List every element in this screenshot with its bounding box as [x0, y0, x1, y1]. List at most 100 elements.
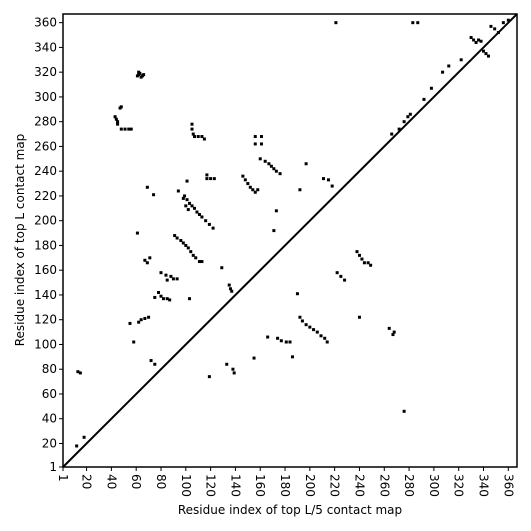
- contact-point: [186, 208, 190, 212]
- contact-point: [192, 135, 196, 139]
- contact-point: [326, 178, 330, 182]
- contact-point: [173, 234, 177, 238]
- y-tick-label: 20: [42, 436, 57, 450]
- contact-point: [181, 196, 185, 200]
- y-tick-label: 300: [34, 90, 57, 104]
- contact-point: [290, 355, 294, 359]
- y-tick-label: 1: [49, 460, 57, 474]
- contact-point: [459, 58, 463, 62]
- contact-point: [241, 174, 245, 178]
- x-tick-label: 180: [278, 474, 292, 497]
- contact-point: [207, 375, 211, 379]
- y-tick-label: 320: [34, 65, 57, 79]
- contact-point: [402, 120, 406, 124]
- contact-point: [360, 257, 364, 261]
- contact-point: [315, 330, 319, 334]
- x-tick-label: 160: [253, 474, 267, 497]
- contact-point: [390, 132, 394, 136]
- contact-point: [288, 340, 292, 344]
- x-tick-label: 220: [328, 474, 342, 497]
- x-tick-label: 1: [56, 474, 70, 482]
- contact-point: [202, 137, 206, 141]
- contact-point: [295, 292, 299, 296]
- contact-point: [362, 261, 366, 265]
- contact-point: [253, 142, 257, 146]
- contact-point: [212, 177, 216, 181]
- contact-point: [200, 215, 204, 219]
- contact-point: [321, 177, 325, 181]
- contact-point: [153, 362, 157, 366]
- contact-point: [220, 266, 224, 270]
- contact-point: [369, 263, 373, 267]
- contact-point: [263, 159, 267, 163]
- contact-point: [159, 294, 163, 298]
- contact-point: [185, 179, 189, 183]
- contact-point: [339, 274, 343, 278]
- contact-point: [159, 271, 163, 275]
- contact-point: [195, 210, 199, 214]
- contact-point: [366, 261, 370, 265]
- contact-point: [259, 135, 263, 139]
- contact-point: [408, 112, 412, 116]
- x-tick-label: 260: [377, 474, 391, 497]
- contact-point: [143, 258, 147, 262]
- contact-point: [204, 219, 208, 223]
- contact-point: [175, 236, 179, 240]
- contact-point: [205, 177, 209, 181]
- contact-point: [479, 39, 483, 43]
- contact-point: [147, 315, 151, 319]
- contact-point: [506, 18, 510, 22]
- contact-point: [416, 21, 420, 25]
- contact-point: [184, 243, 188, 247]
- contact-point: [447, 64, 451, 68]
- y-tick-label: 180: [34, 238, 57, 252]
- contact-point: [252, 356, 256, 360]
- contact-point: [298, 315, 302, 319]
- contact-point: [176, 189, 180, 193]
- contact-point: [406, 115, 410, 119]
- x-tick-label: 40: [104, 474, 118, 489]
- plot-frame: [62, 13, 518, 468]
- contact-point: [119, 105, 123, 109]
- contact-point: [269, 164, 273, 168]
- contact-point: [116, 120, 120, 124]
- contact-point: [472, 38, 476, 42]
- contact-point: [266, 335, 270, 339]
- contact-point: [200, 260, 204, 264]
- contact-point: [164, 273, 168, 277]
- y-tick-label: 120: [34, 313, 57, 327]
- x-tick-label: 100: [179, 474, 193, 497]
- contact-point: [152, 193, 156, 197]
- contact-point: [304, 323, 308, 327]
- contact-point: [194, 256, 198, 260]
- contact-point: [411, 21, 415, 25]
- y-tick-label: 260: [34, 139, 57, 153]
- contact-point: [197, 213, 201, 217]
- contact-point: [148, 256, 152, 260]
- contact-point: [259, 142, 263, 146]
- contact-point: [253, 190, 257, 194]
- contact-point: [142, 73, 146, 77]
- contact-point: [188, 297, 192, 301]
- contact-point: [139, 318, 143, 322]
- contact-point: [171, 277, 175, 281]
- contact-point: [114, 117, 118, 121]
- contact-point: [474, 40, 478, 44]
- contact-point: [196, 135, 200, 139]
- contact-point: [397, 127, 401, 131]
- contact-point: [185, 198, 189, 202]
- contact-point: [119, 127, 123, 131]
- contact-point: [308, 325, 312, 329]
- y-tick-label: 360: [34, 16, 57, 30]
- contact-point: [127, 127, 131, 131]
- x-tick-label: 280: [402, 474, 416, 497]
- contact-point: [402, 409, 406, 413]
- contact-point: [477, 38, 481, 42]
- contact-point: [469, 36, 473, 40]
- contact-point: [276, 336, 280, 340]
- contact-point: [211, 226, 215, 230]
- contact-point: [272, 167, 276, 171]
- contact-point: [190, 204, 194, 208]
- contact-point: [279, 339, 283, 343]
- contact-point: [188, 201, 192, 205]
